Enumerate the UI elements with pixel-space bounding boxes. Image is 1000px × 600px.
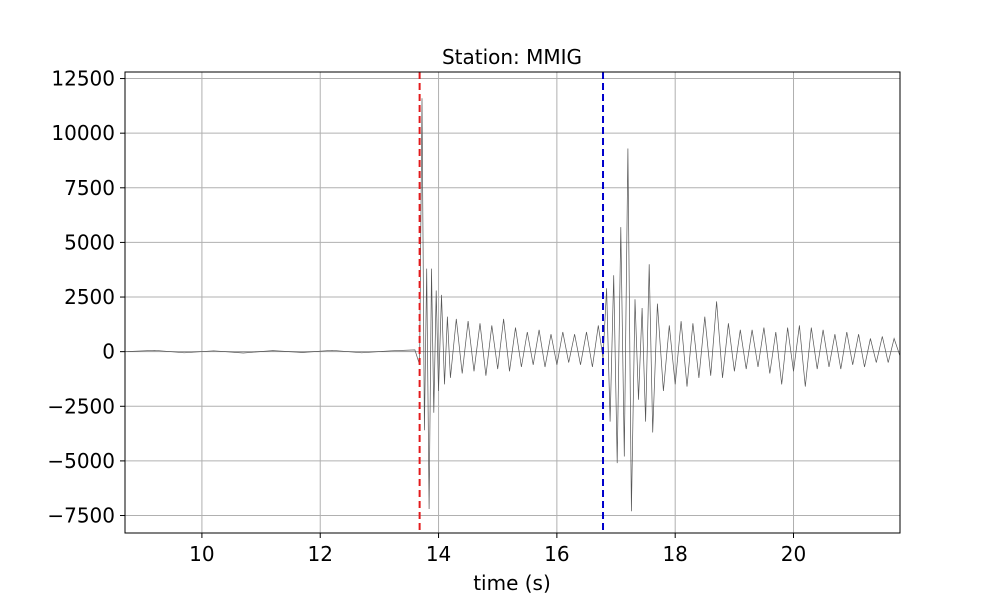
y-tick-label: 12500 xyxy=(51,67,115,91)
chart-title: Station: MMIG xyxy=(442,45,582,69)
x-tick-label: 18 xyxy=(662,542,687,566)
x-tick-label: 10 xyxy=(189,542,214,566)
x-tick-label: 20 xyxy=(781,542,806,566)
plot-area xyxy=(124,98,901,512)
y-axis: −7500 −5000 −2500 0 2500 5000 7500 10000 12500 xyxy=(47,67,125,528)
x-tick-label: 16 xyxy=(544,542,569,566)
y-tick-label: 0 xyxy=(102,340,115,364)
y-tick-label: −5000 xyxy=(47,449,115,473)
x-tick-label: 14 xyxy=(426,542,451,566)
y-tick-label: 7500 xyxy=(64,176,115,200)
x-axis-label: time (s) xyxy=(473,571,551,595)
waveform-trace xyxy=(124,98,901,512)
plot-frame xyxy=(124,71,901,534)
y-tick-label: −7500 xyxy=(47,504,115,528)
y-tick-label: −2500 xyxy=(47,394,115,418)
x-axis: 10 12 14 16 18 20 xyxy=(189,533,806,566)
y-tick-label: 10000 xyxy=(51,121,115,145)
y-tick-label: 5000 xyxy=(64,230,115,254)
x-tick-label: 12 xyxy=(308,542,333,566)
y-tick-label: 2500 xyxy=(64,285,115,309)
